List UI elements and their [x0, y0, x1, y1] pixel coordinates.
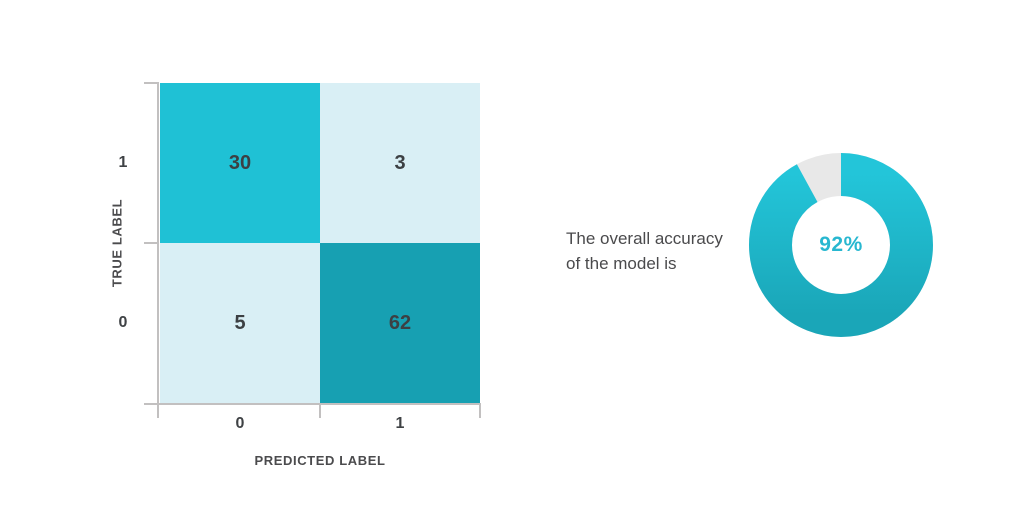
y-axis-tick: [144, 242, 157, 244]
matrix-cell-true1-pred1: 3: [320, 83, 480, 243]
x-tick-label-0: 0: [235, 415, 245, 432]
accuracy-caption-line2: of the model is: [566, 254, 677, 273]
x-axis-spine: [157, 403, 481, 405]
donut-center-percentage: 92%: [819, 233, 863, 256]
accuracy-caption: The overall accuracy of the model is: [566, 226, 723, 276]
donut-arc-accuracy: [749, 153, 933, 337]
x-axis-tick: [479, 405, 481, 418]
y-axis-tick: [144, 82, 157, 84]
confusion-matrix-grid: 30 3 5 62: [160, 83, 480, 403]
x-axis-title: PREDICTED LABEL: [254, 453, 386, 468]
accuracy-caption-line1: The overall accuracy: [566, 229, 723, 248]
matrix-cell-true0-pred1: 62: [320, 243, 480, 403]
matrix-cell-true1-pred0: 30: [160, 83, 320, 243]
y-tick-label-1: 1: [118, 154, 128, 171]
y-axis-spine: [157, 82, 159, 405]
donut-svg: [749, 153, 933, 337]
y-axis-tick: [144, 403, 157, 405]
matrix-cell-true0-pred0: 5: [160, 243, 320, 403]
y-tick-label-0: 0: [118, 314, 128, 331]
x-tick-label-1: 1: [395, 415, 405, 432]
x-axis-tick: [319, 405, 321, 418]
confusion-matrix-chart: 30 3 5 62 1 0 0 1 TRUE LABEL PREDICTED L…: [109, 82, 481, 468]
x-axis-tick: [157, 405, 159, 418]
accuracy-donut-chart: 92%: [749, 153, 933, 337]
y-axis-title: TRUE LABEL: [109, 198, 125, 288]
